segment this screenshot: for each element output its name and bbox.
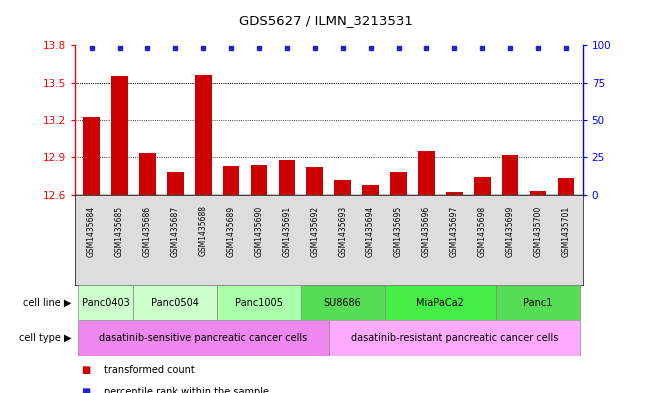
Text: Panc0504: Panc0504 [152, 298, 199, 308]
Bar [390, 172, 407, 195]
Text: GSM1435694: GSM1435694 [366, 206, 375, 257]
Bar [496, 285, 580, 320]
Text: Panc1: Panc1 [523, 298, 553, 308]
Text: dasatinib-resistant pancreatic cancer cells: dasatinib-resistant pancreatic cancer ce… [351, 333, 558, 343]
Text: ■: ■ [81, 365, 90, 375]
Bar [217, 285, 301, 320]
Bar [329, 320, 580, 356]
Bar [139, 154, 156, 195]
Bar [195, 75, 212, 195]
Bar [251, 165, 268, 195]
Text: ■: ■ [81, 387, 90, 393]
Text: GSM1435687: GSM1435687 [171, 206, 180, 257]
Text: MiaPaCa2: MiaPaCa2 [417, 298, 464, 308]
Bar [385, 285, 496, 320]
Text: GSM1435700: GSM1435700 [534, 206, 542, 257]
Bar [279, 160, 296, 195]
Text: GSM1435691: GSM1435691 [283, 206, 292, 257]
Bar [77, 285, 133, 320]
Bar [557, 178, 574, 195]
Text: transformed count: transformed count [104, 365, 195, 375]
Text: GDS5627 / ILMN_3213531: GDS5627 / ILMN_3213531 [238, 14, 413, 27]
Text: GSM1435698: GSM1435698 [478, 206, 487, 257]
Text: Panc1005: Panc1005 [235, 298, 283, 308]
Text: GSM1435684: GSM1435684 [87, 206, 96, 257]
Bar [418, 151, 435, 195]
Text: GSM1435696: GSM1435696 [422, 206, 431, 257]
Text: percentile rank within the sample: percentile rank within the sample [104, 387, 269, 393]
Text: GSM1435685: GSM1435685 [115, 206, 124, 257]
Bar [223, 166, 240, 195]
Bar [307, 167, 323, 195]
Text: cell line ▶: cell line ▶ [23, 298, 72, 308]
Text: GSM1435686: GSM1435686 [143, 206, 152, 257]
Text: GSM1435688: GSM1435688 [199, 206, 208, 256]
Bar [111, 76, 128, 195]
Bar [362, 185, 379, 195]
Text: GSM1435690: GSM1435690 [255, 206, 264, 257]
Text: SU8686: SU8686 [324, 298, 361, 308]
Text: GSM1435692: GSM1435692 [311, 206, 319, 257]
Bar [301, 285, 385, 320]
Text: GSM1435701: GSM1435701 [561, 206, 570, 257]
Text: GSM1435695: GSM1435695 [394, 206, 403, 257]
Text: GSM1435699: GSM1435699 [506, 206, 514, 257]
Bar [530, 191, 546, 195]
Text: GSM1435693: GSM1435693 [339, 206, 347, 257]
Text: GSM1435689: GSM1435689 [227, 206, 236, 257]
Bar [335, 180, 351, 195]
Text: dasatinib-sensitive pancreatic cancer cells: dasatinib-sensitive pancreatic cancer ce… [99, 333, 307, 343]
Bar [133, 285, 217, 320]
Bar [502, 155, 518, 195]
Bar [77, 320, 329, 356]
Bar [446, 192, 463, 195]
Bar [474, 177, 491, 195]
Text: Panc0403: Panc0403 [81, 298, 130, 308]
Bar [83, 118, 100, 195]
Text: GSM1435697: GSM1435697 [450, 206, 459, 257]
Bar [167, 172, 184, 195]
Text: cell type ▶: cell type ▶ [19, 333, 72, 343]
